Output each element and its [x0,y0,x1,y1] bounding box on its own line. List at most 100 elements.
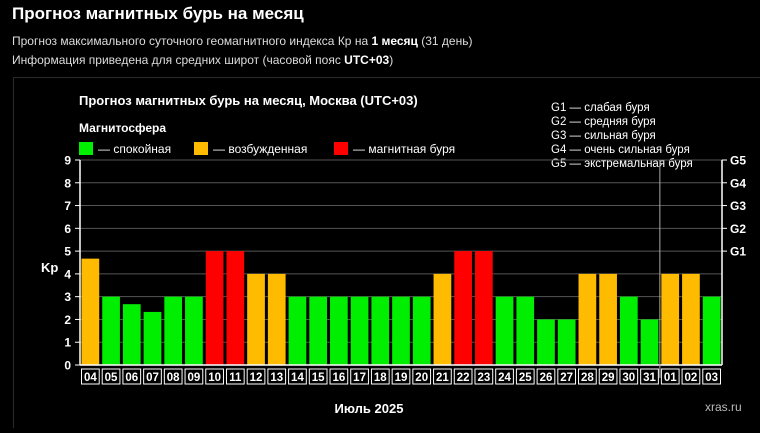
x-tick-label: 19 [395,372,408,384]
g-scale-legend-item: G3 — сильная буря [551,130,656,142]
bar-25 [516,296,535,365]
y-tick-label: 2 [64,313,71,327]
axes [79,160,723,378]
x-tick-box [184,368,204,385]
x-tick-label: 29 [602,372,615,384]
x-tick-label: 07 [146,372,159,384]
bar-14 [288,296,307,365]
x-tick-label: 20 [415,372,428,384]
bar-17 [350,296,369,365]
x-tick-label: 08 [167,372,180,384]
watermark: xras.ru [705,400,742,414]
x-tick-label: 09 [188,372,201,384]
x-tick-box [288,368,307,385]
legend-label-calm: — спокойная [98,142,171,156]
bar-21 [433,273,452,365]
legend-swatch-storm [334,142,348,155]
bar-01 [661,273,680,365]
x-tick-box [350,368,369,385]
x-tick-label: 26 [540,372,553,384]
x-tick-box [578,368,597,385]
bar-07 [143,311,162,365]
g-tick-label: G2 [730,222,746,236]
x-tick-label: 12 [250,372,263,384]
x-tick-labels: 04 05 06 07 08 09 10 11 12 13 14 15 16 17 18 19 20 21 22 23… [81,368,722,385]
y-tick-label: 1 [64,336,71,350]
x-tick-box [619,368,639,385]
g-scale-legend: G1 — слабая буря G2 — средняя буря G3 — си… [551,102,693,170]
y-tick-label: 5 [64,245,71,259]
x-tick-box [370,368,390,385]
bar-19 [392,296,410,365]
x-tick-box [702,368,722,385]
kp-forecast-chart: Прогноз магнитных бурь на месяц, Москва … [41,93,746,416]
y-tick-label: 0 [64,359,71,373]
y-tick-label: 7 [64,199,71,213]
x-tick-box [122,368,142,385]
bar-23 [474,251,493,365]
legend-label-excited: — возбужденная [213,142,307,156]
x-tick-box [412,368,432,385]
x-tick-box [453,368,473,385]
x-tick-box [267,368,287,385]
bar-30 [619,296,638,365]
x-tick-box [143,368,162,385]
bar-31 [640,319,659,365]
x-tick-box [101,368,121,385]
bar-10 [205,251,224,365]
x-tick-label: 14 [291,372,304,384]
x-tick-box [660,368,680,385]
bar-27 [557,319,576,365]
y-tick-label: 9 [64,154,71,168]
x-tick-label: 11 [229,372,242,384]
bar-09 [185,296,203,365]
x-tick-label: 02 [685,372,698,384]
x-tick-label: 17 [353,372,366,384]
legend-label-storm: — магнитная буря [353,142,455,156]
g-tick-label: G5 [730,154,746,168]
x-tick-box [495,368,514,385]
x-axis-label: Июль 2025 [335,401,404,416]
bar-04 [81,258,100,365]
x-tick-label: 10 [208,372,221,384]
bar-02 [682,273,700,365]
x-tick-label: 23 [477,372,490,384]
y-axis-label: Kp [41,260,58,275]
legend: — спокойная — возбужденная — магнитная бур… [79,142,455,156]
x-tick-label: 15 [312,372,325,384]
x-tick-label: 21 [436,372,449,384]
bar-06 [122,304,141,365]
x-tick-label: 24 [498,372,511,384]
x-tick-box [681,368,701,385]
x-tick-box [205,368,224,385]
chart-panel: Прогноз магнитных бурь на месяц, Москва … [13,77,760,428]
x-tick-label: 22 [457,372,470,384]
bar-24 [495,296,514,365]
x-tick-box [598,368,618,385]
legend-swatch-excited [194,142,208,155]
x-tick-box [536,368,556,385]
y-tick-label: 8 [64,176,71,190]
x-tick-box [474,368,494,385]
bar-26 [537,319,555,365]
x-tick-box [640,368,659,385]
x-tick-box [515,368,535,385]
g-scale-legend-item: G1 — слабая буря [551,102,650,114]
bar-03 [702,296,721,365]
legend-swatch-calm [79,142,93,155]
g-tick-labels: G1 G2 G3 G4 G5 [722,154,746,259]
x-tick-box [391,368,411,385]
x-tick-label: 25 [519,372,532,384]
x-tick-label: 16 [332,372,345,384]
x-tick-label: 03 [705,372,718,384]
bar-28 [578,273,597,365]
legend-title: Магнитосфера [79,121,166,135]
x-tick-label: 06 [125,372,138,384]
x-tick-box [557,368,577,385]
y-tick-label: 3 [64,290,71,304]
bar-13 [267,273,286,365]
bar-22 [454,251,472,365]
page-title: Прогноз магнитных бурь на месяц [12,4,304,23]
x-tick-label: 05 [105,372,118,384]
bar-20 [412,296,431,365]
